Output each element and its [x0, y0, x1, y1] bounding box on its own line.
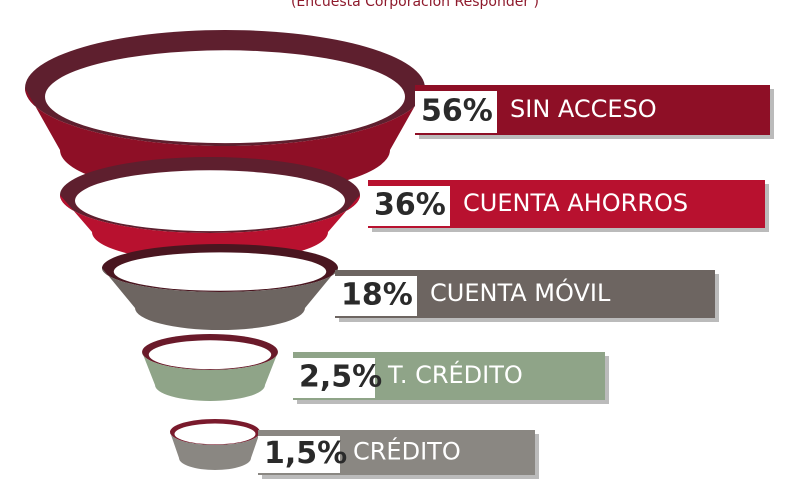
- ring-inner: [45, 50, 405, 143]
- value-label: 2,5%: [299, 360, 382, 395]
- value-label: 1,5%: [264, 436, 347, 471]
- ring-inner: [75, 170, 345, 231]
- value-label: 36%: [374, 188, 446, 223]
- ring-inner: [114, 252, 326, 290]
- value-label: 18%: [341, 278, 413, 313]
- value-label: 56%: [421, 94, 493, 129]
- category-label: T. CRÉDITO: [387, 360, 523, 389]
- ring-inner: [149, 340, 271, 369]
- chart-subtitle: (Encuesta Corporación Responder ): [291, 0, 539, 10]
- funnel-ring: [170, 419, 260, 470]
- funnel-ring: [142, 334, 278, 401]
- ring-inner: [175, 424, 256, 445]
- category-label: CUENTA AHORROS: [463, 189, 688, 217]
- chart: (Encuesta Corporación Responder ) 56% SIN…: [0, 0, 785, 480]
- funnel-ring: [102, 244, 338, 330]
- category-label: SIN ACCESO: [510, 95, 657, 123]
- category-label: CRÉDITO: [353, 437, 461, 466]
- category-label: CUENTA MÓVIL: [430, 277, 611, 307]
